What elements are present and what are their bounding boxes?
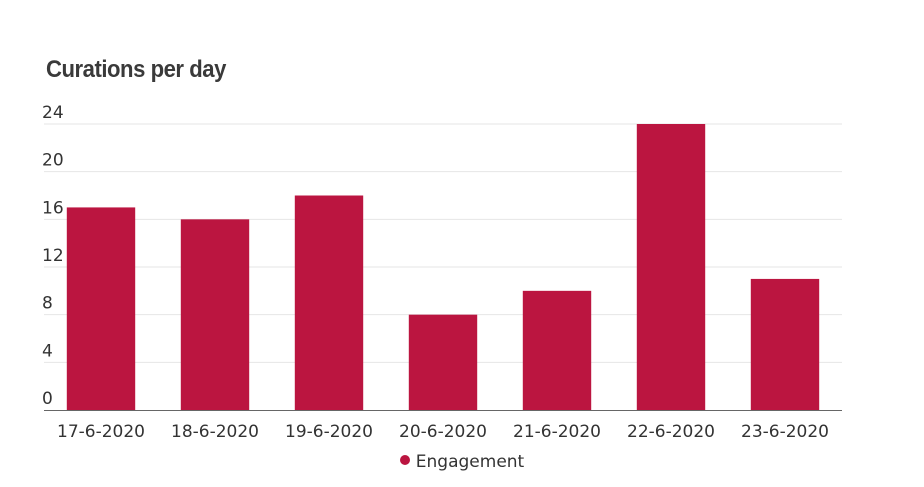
x-tick-label: 17-6-2020 xyxy=(57,422,145,442)
x-tick-label: 19-6-2020 xyxy=(285,422,373,442)
y-tick-label: 20 xyxy=(42,151,64,171)
x-axis-labels: 17-6-2020 18-6-2020 19-6-2020 20-6-2020 21-6… xyxy=(57,422,829,442)
legend-label: Engagement xyxy=(415,452,525,472)
x-tick-label: 23-6-2020 xyxy=(741,422,829,442)
bar xyxy=(636,124,706,410)
bar xyxy=(294,195,364,410)
x-tick-label: 20-6-2020 xyxy=(399,422,487,442)
x-tick-label: 18-6-2020 xyxy=(171,422,259,442)
y-tick-label: 12 xyxy=(42,246,64,266)
bar xyxy=(408,314,478,410)
y-tick-label: 0 xyxy=(42,389,53,409)
bars xyxy=(66,124,820,410)
x-tick-label: 22-6-2020 xyxy=(627,422,715,442)
y-tick-label: 24 xyxy=(42,103,64,123)
y-tick-label: 16 xyxy=(42,198,64,218)
x-tick-label: 21-6-2020 xyxy=(513,422,601,442)
bar xyxy=(66,207,136,410)
bar xyxy=(750,278,820,410)
y-tick-label: 8 xyxy=(42,294,53,314)
legend-swatch xyxy=(399,455,410,465)
y-axis-ticks: 0 4 8 12 16 20 24 xyxy=(42,103,64,409)
chart-title: Curations per day xyxy=(46,56,226,83)
legend: Engagement xyxy=(0,452,924,472)
bar xyxy=(180,219,250,410)
bar xyxy=(522,290,592,410)
y-tick-label: 4 xyxy=(42,341,53,361)
